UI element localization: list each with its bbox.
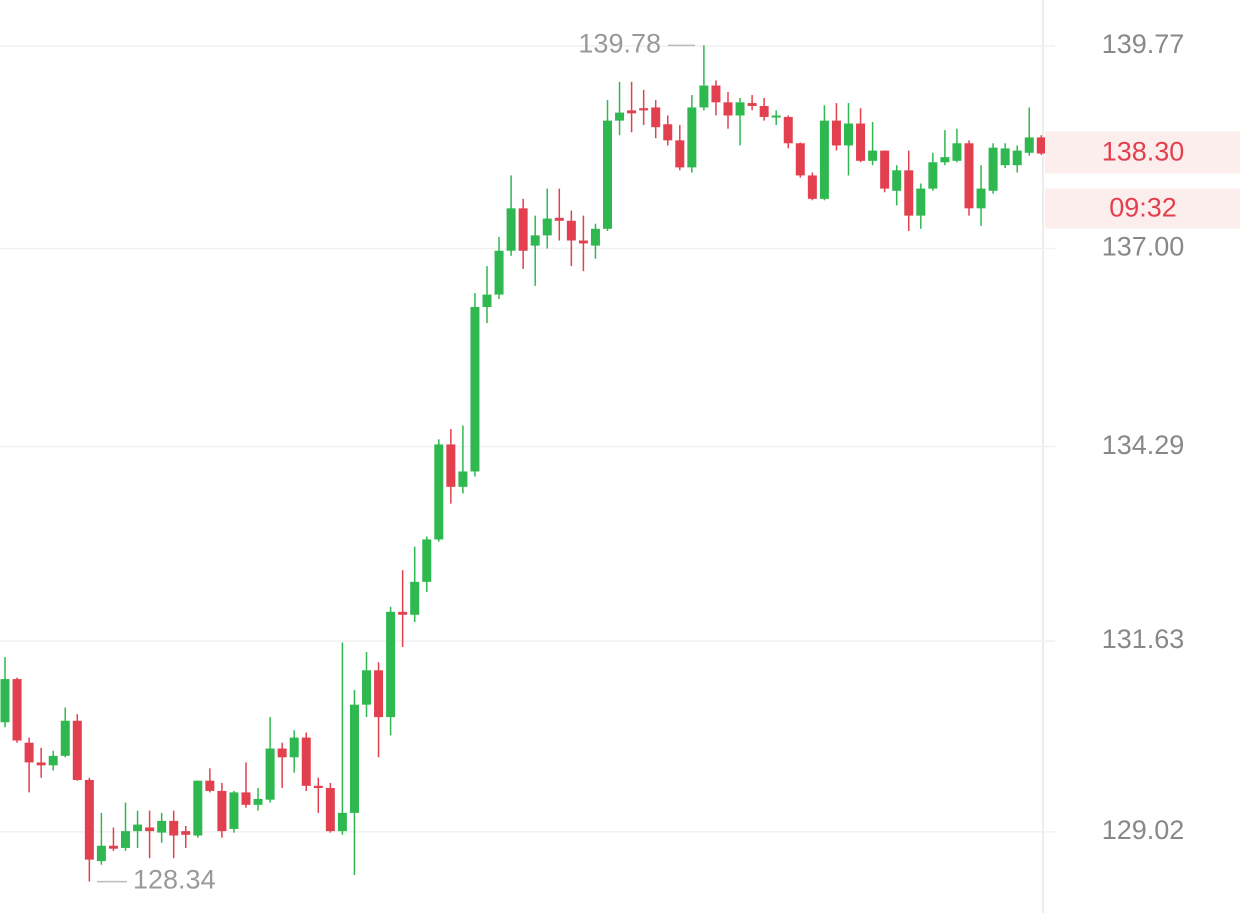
candle-body <box>928 162 938 189</box>
candle-body <box>868 150 878 161</box>
candle-body <box>193 780 203 836</box>
candle-body <box>60 720 70 756</box>
candle-body <box>1024 137 1034 153</box>
candle-body <box>241 792 251 805</box>
candle-body <box>639 108 649 111</box>
price-tag-bg <box>1045 131 1240 174</box>
candle-body <box>506 208 516 251</box>
candle-body <box>362 670 371 705</box>
candle-body <box>542 218 552 236</box>
candle-body <box>265 748 275 800</box>
candle-body <box>12 679 22 741</box>
candle-body <box>783 116 793 144</box>
candle-body <box>723 102 733 116</box>
y-tick-label: 131.63 <box>1102 624 1185 654</box>
time-tag-bg <box>1045 188 1240 229</box>
candle-body <box>72 720 82 780</box>
candle-body <box>771 115 781 118</box>
candle-body <box>277 748 287 758</box>
candle-body <box>916 188 926 216</box>
candle-body <box>325 788 335 832</box>
candle-body <box>108 845 118 849</box>
candle-body <box>675 140 685 168</box>
candle-body <box>133 824 143 832</box>
candle-body <box>1000 148 1010 166</box>
candle-body <box>892 170 902 191</box>
candle-body <box>482 294 492 308</box>
candle-body <box>651 107 661 128</box>
candle-body <box>145 827 155 832</box>
candle-body <box>121 831 130 848</box>
candle-body <box>940 157 950 163</box>
candle-body <box>603 120 612 229</box>
y-tick-label: 134.29 <box>1102 430 1185 460</box>
max-marker-label: 139.78 <box>578 28 661 58</box>
candle-body <box>699 85 709 108</box>
candle-body <box>518 208 528 251</box>
candle-body <box>976 188 986 209</box>
y-tick-label: 139.77 <box>1102 29 1185 59</box>
candle-body <box>24 742 34 763</box>
candle-body <box>880 150 890 189</box>
candle-body <box>1012 150 1022 166</box>
candle-body <box>578 240 588 244</box>
candle-body <box>831 120 841 146</box>
candle-body <box>205 780 215 791</box>
candle-body <box>374 670 384 718</box>
candle-body <box>229 792 239 829</box>
candle-body <box>566 220 576 241</box>
candle-body <box>157 820 167 833</box>
candle-body <box>349 704 359 813</box>
candle-body <box>554 217 564 221</box>
candle-body <box>253 798 263 805</box>
y-tick-label: 137.00 <box>1102 232 1185 262</box>
candle-body <box>747 103 757 106</box>
candle-body <box>470 307 480 472</box>
candle-body <box>590 228 600 246</box>
min-marker-label: 128.34 <box>133 865 216 895</box>
candle-body <box>964 143 974 209</box>
candle-body <box>434 444 444 540</box>
candle-body <box>615 112 625 121</box>
candle-body <box>663 124 673 141</box>
candle-body <box>735 102 745 116</box>
candle-body <box>48 755 58 766</box>
candle-body <box>819 120 829 199</box>
candle-body <box>988 147 998 191</box>
candle-body <box>36 762 46 766</box>
price-tag: 138.30 <box>1102 137 1185 167</box>
candle-body <box>1036 137 1046 154</box>
candle-body <box>807 175 817 199</box>
candle-body <box>337 812 347 832</box>
candle-body <box>181 831 191 835</box>
candle-body <box>952 143 962 161</box>
candle-body <box>856 123 866 161</box>
candle-body <box>627 110 637 114</box>
candle-body <box>795 143 805 176</box>
candle-body <box>289 737 299 758</box>
candle-body <box>313 785 323 789</box>
time-tag: 09:32 <box>1109 193 1177 223</box>
candle-body <box>759 105 769 117</box>
candle-body <box>446 444 456 487</box>
candle-body <box>398 611 408 615</box>
candle-body <box>0 679 10 723</box>
candle-body <box>169 820 179 836</box>
candle-body <box>904 170 914 216</box>
candle-body <box>494 250 504 295</box>
candle-body <box>217 790 227 832</box>
candle-body <box>687 107 697 168</box>
y-tick-label: 129.02 <box>1102 815 1185 845</box>
candle-body <box>422 539 432 582</box>
candle-body <box>96 845 106 862</box>
candle-body <box>458 471 468 487</box>
candle-body <box>84 779 94 860</box>
candle-body <box>711 85 721 103</box>
candle-body <box>844 123 853 146</box>
candle-body <box>386 611 396 718</box>
candle-body <box>530 235 540 246</box>
candle-body <box>410 581 420 615</box>
candle-body <box>301 737 311 786</box>
